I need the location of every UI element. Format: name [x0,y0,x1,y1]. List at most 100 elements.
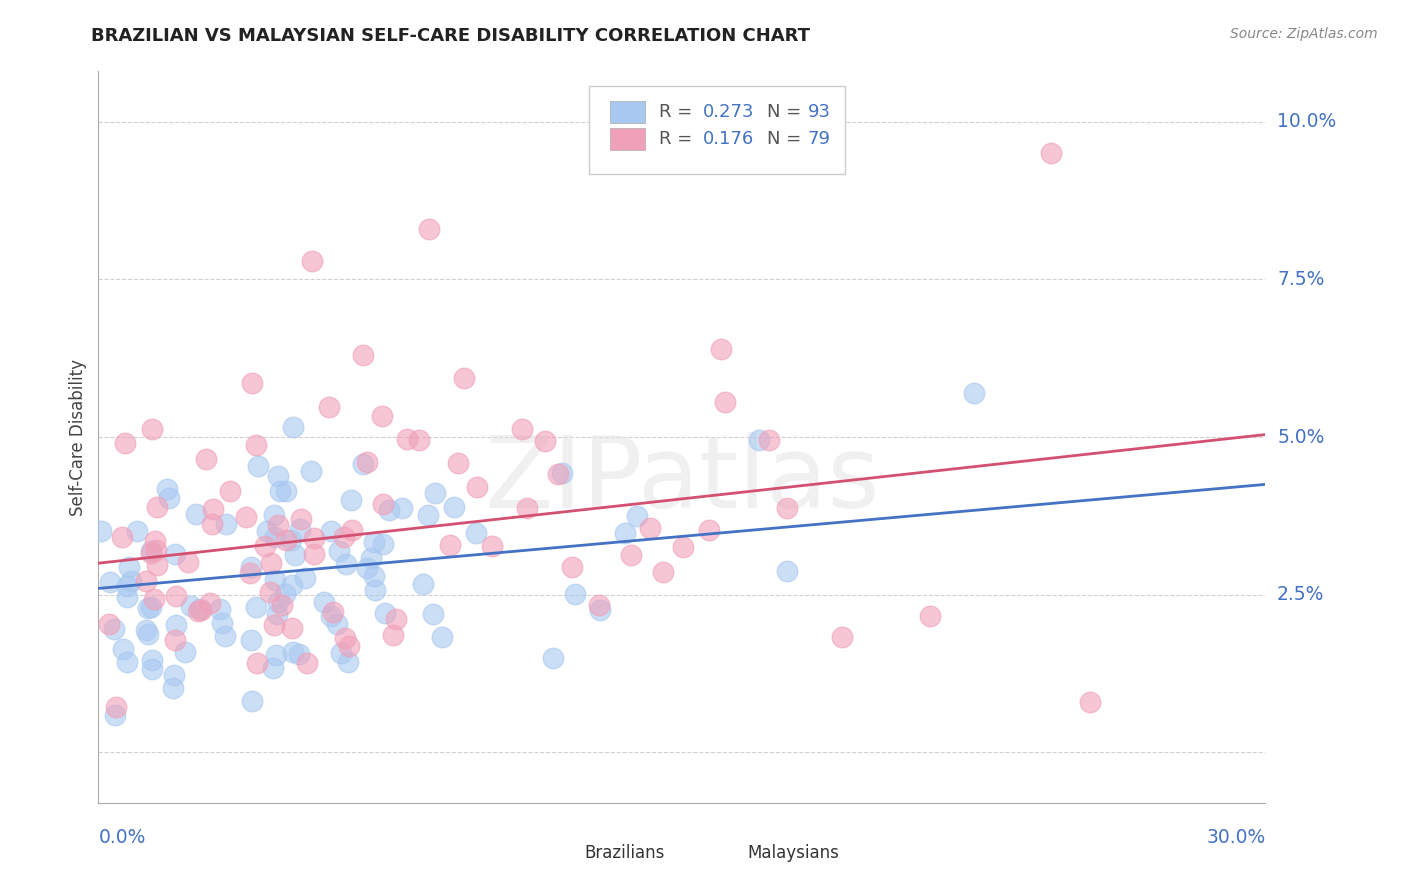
Point [370,409,392,424]
Point [541,651,564,665]
Point [377,502,399,516]
Point [1080,695,1102,709]
Point [408,434,430,448]
Point [141,653,163,667]
Text: 2.5%: 2.5% [1277,585,1324,604]
Point [120,574,142,588]
Point [141,662,163,676]
Point [138,627,160,641]
Point [114,436,136,450]
Point [165,618,187,632]
Point [672,541,695,555]
Point [276,484,298,499]
Point [516,501,538,516]
Point [356,561,378,575]
Point [104,700,127,714]
Point [534,434,557,448]
Point [136,600,159,615]
Point [103,622,125,636]
Point [374,606,396,620]
Point [284,548,307,562]
Point [352,457,374,471]
Point [115,656,138,670]
Point [118,560,141,574]
Point [246,656,269,670]
Point [281,419,304,434]
Point [302,531,325,545]
Point [314,595,336,609]
Point [247,459,270,474]
Point [626,508,648,523]
Point [464,525,486,540]
Point [215,516,238,531]
Point [263,618,285,632]
Point [337,640,360,654]
Point [381,628,404,642]
Point [918,609,941,624]
Point [163,547,186,561]
Point [384,612,406,626]
Point [299,464,322,478]
Point [143,534,166,549]
Bar [610,128,644,151]
Point [333,530,356,544]
Point [561,560,583,574]
Point [111,529,134,543]
Point [104,708,127,723]
Point [430,630,453,644]
Point [831,630,853,644]
FancyBboxPatch shape [589,86,845,174]
Point [135,574,157,588]
Point [363,569,385,583]
Point [139,544,162,558]
Point [274,533,297,548]
Point [356,455,378,469]
Point [512,422,534,436]
Point [547,467,569,481]
Point [638,521,661,535]
Point [288,522,311,536]
Point [260,556,283,570]
Point [100,574,122,589]
Point [184,508,207,522]
Point [273,587,295,601]
Point [697,523,720,537]
Point [209,601,232,615]
Point [179,599,201,614]
Point [145,543,167,558]
Point [280,533,302,547]
Point [288,647,311,661]
Point [776,564,799,578]
Text: Brazilians: Brazilians [583,844,664,862]
Point [263,508,285,522]
Point [262,661,284,675]
Point [453,371,475,385]
Text: ZIPatlas: ZIPatlas [484,433,880,530]
Text: 79: 79 [808,130,831,148]
Point [422,607,444,621]
Point [423,485,446,500]
Point [395,432,418,446]
Point [254,539,277,553]
Point [443,500,465,514]
Point [371,498,394,512]
Bar [711,843,741,862]
Point [589,603,612,617]
Point [264,573,287,587]
Point [335,557,357,571]
Point [271,598,294,612]
Bar [610,101,644,122]
Point [758,433,780,447]
Point [325,616,347,631]
Point [360,550,382,565]
Point [620,548,643,562]
Point [245,599,267,614]
Text: 10.0%: 10.0% [1277,112,1336,131]
Point [165,589,187,603]
Point [267,469,290,483]
Point [588,598,610,612]
Point [188,602,211,616]
Point [135,624,157,638]
Point [163,633,186,648]
Point [340,492,363,507]
